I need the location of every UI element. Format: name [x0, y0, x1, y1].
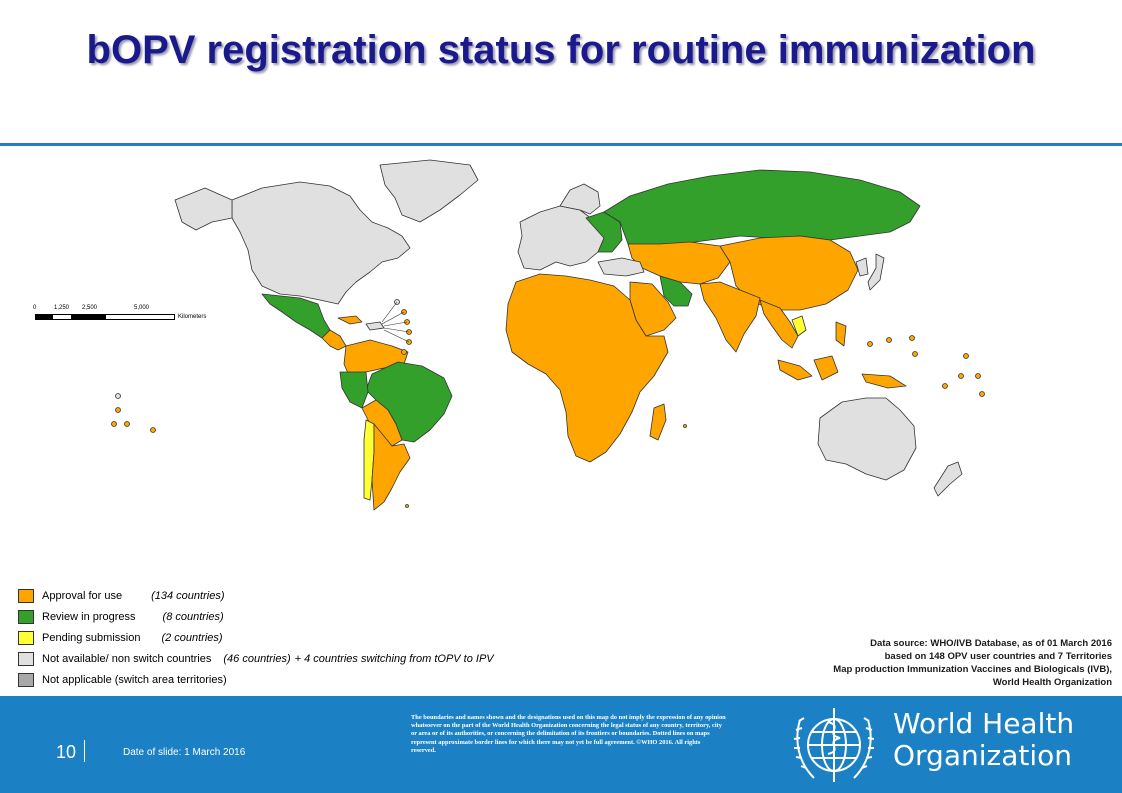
new-zealand-region — [933, 461, 963, 497]
scale-tick-3: 5,000 — [134, 305, 150, 311]
new-guinea-region — [861, 373, 907, 389]
se-asia-region — [759, 299, 799, 349]
japan-region — [867, 253, 885, 291]
legend-label: Pending submission — [42, 631, 141, 644]
greenland-region — [379, 159, 479, 223]
north-america-grey-region — [231, 181, 411, 305]
philippines-region — [835, 321, 847, 347]
china-region — [719, 235, 859, 311]
map-legend: Approval for use (134 countries) Review … — [18, 585, 494, 690]
indonesia-region — [777, 359, 813, 381]
legend-swatch-review — [18, 609, 34, 624]
legend-item: Not available/ non switch countries (46 … — [18, 648, 494, 669]
who-emblem-icon — [793, 708, 875, 782]
mexico-region — [261, 293, 331, 339]
iran-region — [659, 275, 693, 307]
source-line: Data source: WHO/IVB Database, as of 01 … — [870, 638, 1112, 649]
slide-date: Date of slide: 1 March 2016 — [123, 747, 246, 758]
caribbean-grey — [365, 321, 385, 331]
se-asia-yellow — [791, 315, 807, 337]
legend-count: (2 countries) — [161, 631, 223, 644]
world-map — [111, 159, 985, 511]
who-logo-text: World Health Organization — [893, 708, 1074, 772]
legend-label: Not applicable (switch area territories) — [42, 673, 227, 686]
madagascar-region — [649, 403, 667, 441]
russia-region — [603, 169, 921, 247]
page-title: bOPV registration status for routine imm… — [86, 28, 1036, 72]
legend-item: Pending submission (2 countries) — [18, 627, 494, 648]
legend-swatch-not-applicable — [18, 672, 34, 687]
legend-label: Review in progress — [42, 610, 136, 623]
legend-swatch-not-available — [18, 651, 34, 666]
korea-region — [855, 257, 869, 277]
legend-swatch-approval — [18, 588, 34, 603]
borneo-region — [813, 355, 839, 381]
scale-tick-0: 0 — [33, 305, 37, 311]
argentina-region — [371, 423, 411, 511]
europe-grey-region — [517, 205, 605, 271]
legend-item: Approval for use (134 countries) — [18, 585, 494, 606]
central-asia-region — [627, 241, 731, 285]
scale-tick-1: 1,250 — [54, 305, 70, 311]
who-name-line: Organization — [893, 739, 1073, 772]
alaska-region — [174, 187, 233, 231]
scale-tick-2: 2,500 — [82, 305, 98, 311]
australia-region — [817, 397, 917, 481]
scale-bar-graphic — [35, 314, 175, 320]
source-line: based on 148 OPV user countries and 7 Te… — [884, 651, 1112, 662]
scale-unit: Kilometers — [178, 314, 207, 320]
caribbean-region — [337, 315, 363, 325]
footer-bar: 10 Date of slide: 1 March 2016 The bound… — [0, 696, 1122, 793]
legend-count: (46 countries) — [223, 652, 291, 665]
legend-label: Not available/ non switch countries — [42, 652, 212, 665]
india-region — [699, 281, 761, 353]
data-source-note: Data source: WHO/IVB Database, as of 01 … — [752, 637, 1112, 689]
who-name-line: World Health — [893, 707, 1075, 740]
title-divider — [0, 143, 1122, 146]
legend-swatch-pending — [18, 630, 34, 645]
source-line: Map production Immunization Vaccines and… — [833, 664, 1112, 675]
turkey-region — [597, 257, 645, 277]
map-scale-bar: 0 1,250 2,500 5,000 Kilometers — [32, 305, 206, 335]
legend-item: Not applicable (switch area territories) — [18, 669, 494, 690]
map-disclaimer: The boundaries and names shown and the d… — [411, 714, 726, 754]
andes-green-region — [339, 371, 369, 409]
legend-label: Approval for use — [42, 589, 123, 602]
legend-extra: + 4 countries switching from tOPV to IPV — [294, 652, 494, 665]
legend-count: (8 countries) — [162, 610, 224, 623]
africa-region — [505, 273, 669, 463]
legend-count: (134 countries) — [151, 589, 225, 602]
slide-number-divider — [84, 740, 85, 762]
slide-number: 10 — [56, 742, 77, 762]
scandinavia-region — [559, 183, 601, 215]
source-line: World Health Organization — [992, 677, 1112, 688]
legend-item: Review in progress (8 countries) — [18, 606, 494, 627]
